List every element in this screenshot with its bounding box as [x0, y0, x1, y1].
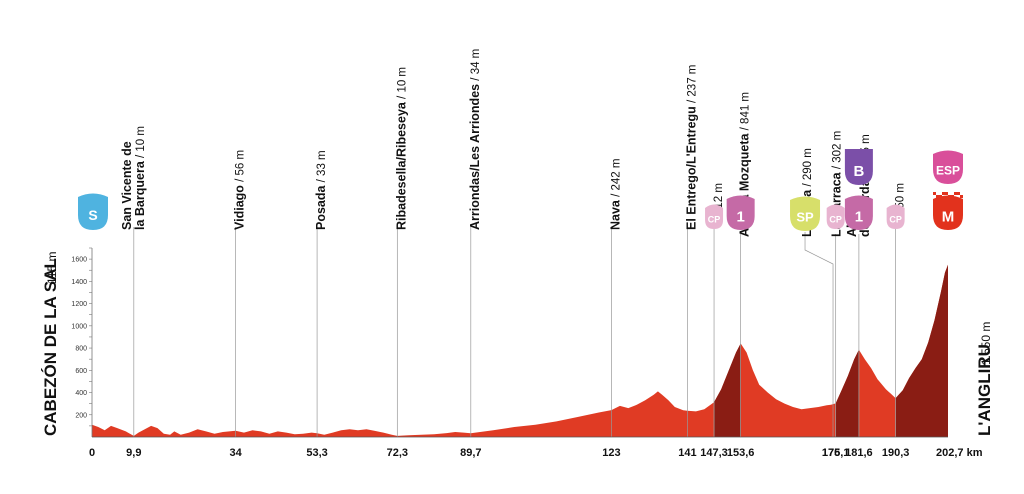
x-tick-label: 153,6 — [727, 447, 755, 459]
waypoint-label: Vidiago / 56 m — [233, 150, 247, 230]
x-tick-label: 72,3 — [387, 447, 408, 459]
y-tick-label: 1400 — [71, 279, 87, 286]
x-tick-label: 0 — [89, 447, 95, 459]
finish-checker — [942, 192, 945, 195]
waypoint-elevation: / 10 m — [135, 126, 147, 161]
climb-section — [714, 343, 741, 437]
y-tick-label: 200 — [75, 412, 87, 419]
x-tick-label: 141 — [678, 447, 696, 459]
badge-text: CP — [889, 215, 902, 225]
waypoint-name: Ribadesella/Ribeseya — [394, 101, 408, 230]
finish-checker — [954, 192, 957, 195]
finish-checker — [936, 195, 939, 198]
finish-checker — [939, 195, 942, 198]
badge-text: CP — [708, 215, 721, 225]
y-tick-label: 600 — [75, 368, 87, 375]
y-tick-label: 1600 — [71, 257, 87, 264]
badge-special — [933, 150, 963, 184]
waypoint-elevation: / 34 m — [470, 49, 482, 84]
finish-checker — [948, 195, 951, 198]
waypoint-name: Vidiago — [233, 185, 247, 230]
axes-layer: 200 400 600 800 1000 1200 1400 1600 0 9,9 34 53,3 72… — [71, 247, 983, 459]
badge-sprint — [790, 196, 821, 231]
waypoint-elevation: / 33 m — [316, 150, 328, 185]
badge-text: 1 — [855, 209, 863, 226]
y-tick-label: 1000 — [71, 323, 87, 330]
x-tick-label: 175 — [822, 447, 840, 459]
x-tick-label: 123 — [602, 447, 620, 459]
y-tick-label: 400 — [75, 390, 87, 397]
start-name: CABEZÓN DE LA SAL — [41, 258, 60, 436]
profile-layer — [92, 264, 948, 437]
x-tick-label: 53,3 — [306, 447, 327, 459]
waypoint-label: Arriondas/Les Arriondes / 34 m — [468, 49, 482, 230]
waypoint-elevation: / 10 m — [396, 67, 408, 102]
badge-text: SP — [796, 210, 814, 225]
bonus-top-bar — [844, 149, 873, 153]
y-tick-label: 1200 — [71, 301, 87, 308]
badge-text: S — [88, 207, 97, 223]
waypoint-name: Nava — [608, 199, 622, 230]
badge-cat — [844, 195, 873, 230]
waypoint-label: San Vicente dela Barquera / 10 m — [120, 126, 147, 230]
waypoint-name: la Barquera — [133, 160, 147, 230]
finish-checker — [960, 195, 963, 198]
badge-cp — [705, 204, 724, 229]
finish-elevation: 1.550 m — [979, 322, 993, 365]
x-tick-label: 9,9 — [126, 447, 141, 459]
start-elevation: 115 m — [45, 252, 59, 284]
badge-text: B — [853, 163, 864, 180]
waypoint-elevation: / 242 m — [610, 159, 622, 201]
x-tick-label: 181,6 — [845, 447, 873, 459]
waypoint-name: San Vicente de — [120, 141, 134, 230]
badge-text: 1 — [736, 209, 744, 226]
badge-text: ESP — [936, 164, 960, 178]
waypoint-elevation: / 237 m — [686, 65, 698, 107]
waypoint-name: Arriondas/Les Arriondes — [468, 84, 482, 230]
waypoint-elevation: / 56 m — [235, 150, 247, 185]
badges-layer: S CP 1 SP CP 1 B CP ESP M — [78, 149, 963, 231]
badge-start — [78, 193, 108, 230]
x-tick-label: 190,3 — [882, 447, 910, 459]
y-tick-label: 800 — [75, 346, 87, 353]
waypoint-lines-layer — [133, 212, 896, 437]
waypoint-label: Nava / 242 m — [608, 159, 622, 230]
badge-text: M — [942, 209, 955, 226]
waypoint-elevation: / 302 m — [832, 131, 844, 173]
badge-cp — [826, 204, 845, 229]
waypoint-labels-layer: San Vicente dela Barquera / 10 m Vidiago … — [120, 49, 907, 237]
finish-checker — [945, 192, 948, 195]
waypoint-name: Posada — [314, 184, 328, 230]
waypoint-label: Ribadesella/Ribeseya / 10 m — [394, 67, 408, 230]
x-tick-label: 147,3 — [700, 447, 728, 459]
climb-section — [895, 264, 948, 437]
x-tick-label: 202,7 km — [936, 447, 983, 459]
badge-bonus — [844, 149, 873, 185]
x-tick-label: 176,1 — [822, 447, 850, 459]
badge-text: CP — [829, 215, 842, 225]
waypoint-elevation: / 841 m — [740, 92, 752, 134]
x-tick-label: 34 — [229, 447, 242, 459]
waypoint-label: El Entrego/L'Entregu / 237 m — [684, 65, 698, 230]
x-tick-label: 89,7 — [460, 447, 481, 459]
sprint-connector — [804, 232, 834, 437]
profile-area — [92, 264, 948, 437]
badge-cat — [726, 195, 755, 230]
waypoint-elevation: / 290 m — [802, 148, 814, 190]
finish-name: L'ANGLIRU — [975, 344, 994, 436]
climb-section — [835, 349, 859, 437]
finish-checker — [951, 195, 954, 198]
waypoint-label: Posada / 33 m — [314, 150, 328, 230]
finish-checker — [933, 192, 936, 195]
waypoint-name: El Entrego/L'Entregu — [684, 106, 698, 230]
finish-checker — [957, 192, 960, 195]
badge-finish — [933, 195, 963, 230]
badge-cp — [886, 204, 905, 229]
